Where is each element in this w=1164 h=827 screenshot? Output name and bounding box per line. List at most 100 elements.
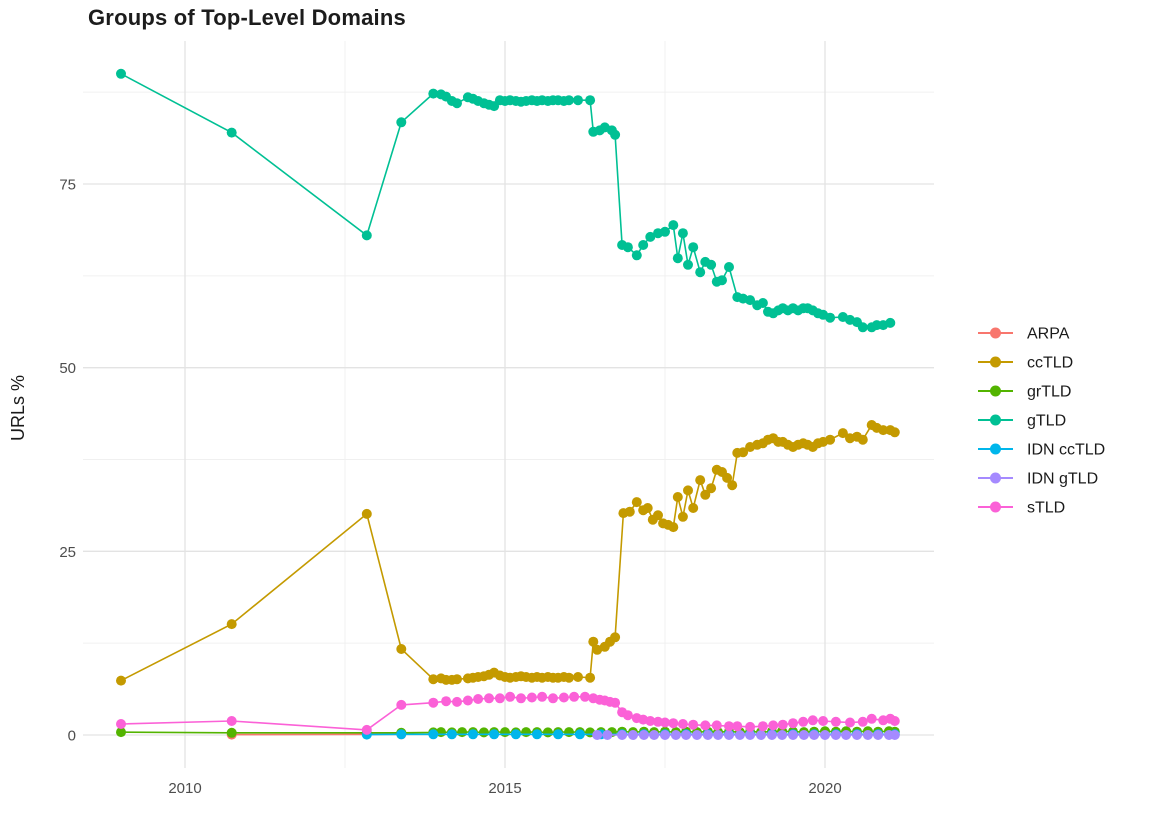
series-point-stld bbox=[569, 691, 580, 702]
series-point-idn-cctld bbox=[446, 729, 457, 740]
series-point-stld bbox=[484, 693, 494, 704]
series-point-grtld bbox=[564, 727, 574, 738]
legend-label-cctld: ccTLD bbox=[1027, 355, 1073, 372]
series-point-idn-gtld bbox=[734, 730, 745, 740]
series-point-idn-gtld bbox=[592, 730, 603, 740]
legend-label-idn-gtld: IDN gTLD bbox=[1027, 471, 1098, 488]
series-point-stld bbox=[660, 717, 670, 728]
series-point-gtld bbox=[695, 267, 706, 278]
series-point-gtld bbox=[857, 322, 868, 333]
legend-label-idn-cctld: IDN ccTLD bbox=[1027, 442, 1105, 459]
series-point-stld bbox=[558, 692, 569, 703]
series-point-stld bbox=[845, 717, 855, 728]
series-point-gtld bbox=[116, 68, 126, 79]
legend-label-stld: sTLD bbox=[1027, 500, 1065, 517]
series-point-gtld bbox=[706, 259, 717, 270]
series-point-idn-gtld bbox=[873, 730, 884, 740]
series-point-gtld bbox=[724, 262, 734, 272]
legend-label-arpa: ARPA bbox=[1027, 326, 1070, 343]
series-point-idn-cctld bbox=[468, 729, 478, 740]
legend-key-dot-stld bbox=[990, 501, 1001, 513]
series-point-cctld bbox=[396, 644, 407, 654]
series-point-cctld bbox=[631, 497, 642, 508]
series-point-cctld bbox=[564, 672, 574, 683]
legend-item-idn-gtld: IDN gTLD bbox=[978, 471, 1098, 488]
series-point-stld bbox=[757, 721, 768, 732]
series-point-gtld bbox=[683, 259, 693, 270]
legend-item-grtld: grTLD bbox=[978, 384, 1071, 401]
series-point-stld bbox=[548, 693, 558, 704]
series-point-cctld bbox=[837, 428, 848, 439]
series-point-cctld bbox=[668, 522, 679, 533]
legend-key-dot-arpa bbox=[990, 327, 1001, 339]
y-tick-label: 0 bbox=[68, 728, 76, 745]
legend-key-dot-grtld bbox=[990, 385, 1001, 397]
series-point-stld bbox=[226, 716, 237, 726]
series-point-cctld bbox=[889, 427, 900, 438]
series-point-cctld bbox=[727, 480, 738, 491]
series-point-stld bbox=[711, 720, 722, 731]
series-point-idn-gtld bbox=[798, 730, 809, 740]
series-point-idn-gtld bbox=[724, 730, 734, 740]
series-point-stld bbox=[645, 716, 656, 726]
series-point-stld bbox=[777, 719, 788, 730]
legend-key-dot-gtld bbox=[990, 414, 1001, 426]
series-point-idn-cctld bbox=[396, 729, 407, 740]
series-point-stld bbox=[818, 716, 829, 726]
y-axis-title: URLs % bbox=[8, 375, 28, 441]
series-point-grtld bbox=[542, 727, 553, 738]
series-point-idn-cctld bbox=[574, 729, 585, 740]
series-point-gtld bbox=[638, 240, 649, 250]
series-point-idn-gtld bbox=[638, 730, 649, 740]
legend-item-idn-cctld: IDN ccTLD bbox=[978, 442, 1105, 459]
series-point-cctld bbox=[677, 511, 688, 522]
series-point-cctld bbox=[857, 434, 868, 445]
series-point-stld bbox=[428, 697, 439, 708]
series-point-gtld bbox=[585, 95, 596, 106]
series-point-gtld bbox=[573, 95, 583, 106]
series-point-gtld bbox=[745, 295, 756, 306]
series-point-grtld bbox=[521, 727, 532, 738]
series-cctld bbox=[116, 420, 900, 686]
series-point-idn-gtld bbox=[713, 730, 724, 740]
series-point-gtld bbox=[610, 129, 621, 140]
series-point-gtld bbox=[757, 298, 768, 308]
series-point-cctld bbox=[624, 506, 635, 517]
series-point-stld bbox=[516, 693, 526, 704]
series-point-cctld bbox=[706, 483, 717, 494]
series-point-stld bbox=[857, 716, 868, 727]
series-point-idn-gtld bbox=[841, 730, 852, 740]
series-point-stld bbox=[677, 719, 688, 729]
series-point-grtld bbox=[500, 727, 510, 738]
series-point-idn-gtld bbox=[766, 730, 777, 740]
series-point-stld bbox=[688, 719, 699, 730]
x-tick-label: 2020 bbox=[808, 780, 841, 797]
series-point-gtld bbox=[717, 275, 727, 286]
series-point-gtld bbox=[677, 228, 688, 239]
series-point-gtld bbox=[688, 242, 699, 253]
series-point-cctld bbox=[585, 672, 596, 683]
y-tick-label: 25 bbox=[59, 544, 76, 561]
legend-item-arpa: ARPA bbox=[978, 326, 1070, 343]
series-point-cctld bbox=[226, 619, 237, 630]
series-point-stld bbox=[452, 696, 462, 707]
series-point-idn-cctld bbox=[428, 729, 439, 740]
series-point-idn-gtld bbox=[889, 730, 900, 740]
legend-item-cctld: ccTLD bbox=[978, 355, 1073, 372]
series-point-gtld bbox=[622, 242, 633, 253]
x-tick-label: 2010 bbox=[168, 780, 201, 797]
series-point-cctld bbox=[683, 485, 693, 496]
series-point-cctld bbox=[592, 644, 603, 655]
series-point-cctld bbox=[452, 674, 462, 685]
series-point-idn-cctld bbox=[532, 729, 542, 740]
series-point-gtld bbox=[645, 231, 656, 242]
series-point-stld bbox=[668, 718, 679, 729]
series-point-idn-cctld bbox=[510, 729, 521, 740]
series-point-stld bbox=[361, 724, 372, 735]
legend-key-dot-idn-cctld bbox=[990, 443, 1001, 455]
series-point-idn-gtld bbox=[617, 730, 628, 740]
series-point-stld bbox=[866, 713, 877, 724]
legend: ARPA ccTLD grTLD gTLD IDN ccTLD IDN gTLD sTLD bbox=[978, 326, 1105, 517]
